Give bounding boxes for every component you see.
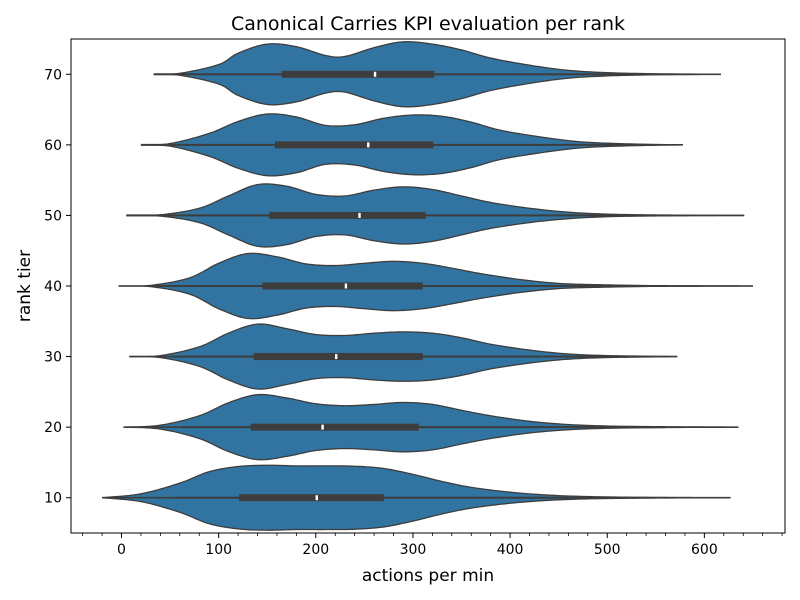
violin-iqr-box — [239, 494, 384, 502]
violins-layer — [102, 41, 753, 531]
y-tick-label: 10 — [44, 491, 62, 507]
chart-title: Canonical Carries KPI evaluation per ran… — [231, 13, 625, 35]
violin-iqr-box — [281, 70, 435, 78]
violin-rank-60 — [140, 113, 684, 177]
x-tick-label: 500 — [594, 542, 621, 558]
violin-rank-20 — [123, 393, 739, 461]
y-axis-title: rank tier — [15, 250, 35, 322]
violin-iqr-box — [253, 353, 423, 361]
violin-rank-40 — [118, 252, 753, 320]
y-tick-label: 60 — [44, 138, 62, 154]
x-tick-label: 200 — [302, 542, 329, 558]
violin-median-marker — [315, 495, 318, 501]
y-tick-label: 20 — [44, 420, 62, 436]
violin-median-marker — [358, 212, 361, 218]
x-tick-label: 100 — [205, 542, 232, 558]
violin-iqr-box — [275, 141, 434, 149]
violin-iqr-box — [250, 423, 419, 431]
y-tick-label: 30 — [44, 350, 62, 366]
x-tick-label: 0 — [117, 542, 126, 558]
x-tick-label: 600 — [691, 542, 718, 558]
x-axis-title: actions per min — [362, 566, 494, 586]
x-tick-label: 400 — [497, 542, 524, 558]
x-tick-label: 300 — [400, 542, 427, 558]
violin-rank-10 — [102, 464, 731, 531]
violin-median-marker — [335, 354, 338, 360]
y-axis: 70 60 50 40 30 20 10 — [44, 67, 71, 507]
y-tick-label: 40 — [44, 279, 62, 295]
violin-rank-30 — [129, 323, 678, 390]
y-tick-label: 50 — [44, 208, 62, 224]
violin-rank-50 — [126, 183, 745, 248]
violin-median-marker — [367, 142, 370, 148]
violin-rank-70 — [153, 41, 721, 108]
violin-median-marker — [344, 283, 348, 289]
x-axis: 0 100 200 300 400 500 600 — [82, 533, 783, 558]
violin-iqr-box — [269, 211, 426, 219]
violin-median-marker — [321, 424, 324, 430]
violin-median-marker — [373, 71, 377, 77]
y-tick-label: 70 — [44, 67, 62, 83]
violin-iqr-box — [262, 282, 423, 290]
